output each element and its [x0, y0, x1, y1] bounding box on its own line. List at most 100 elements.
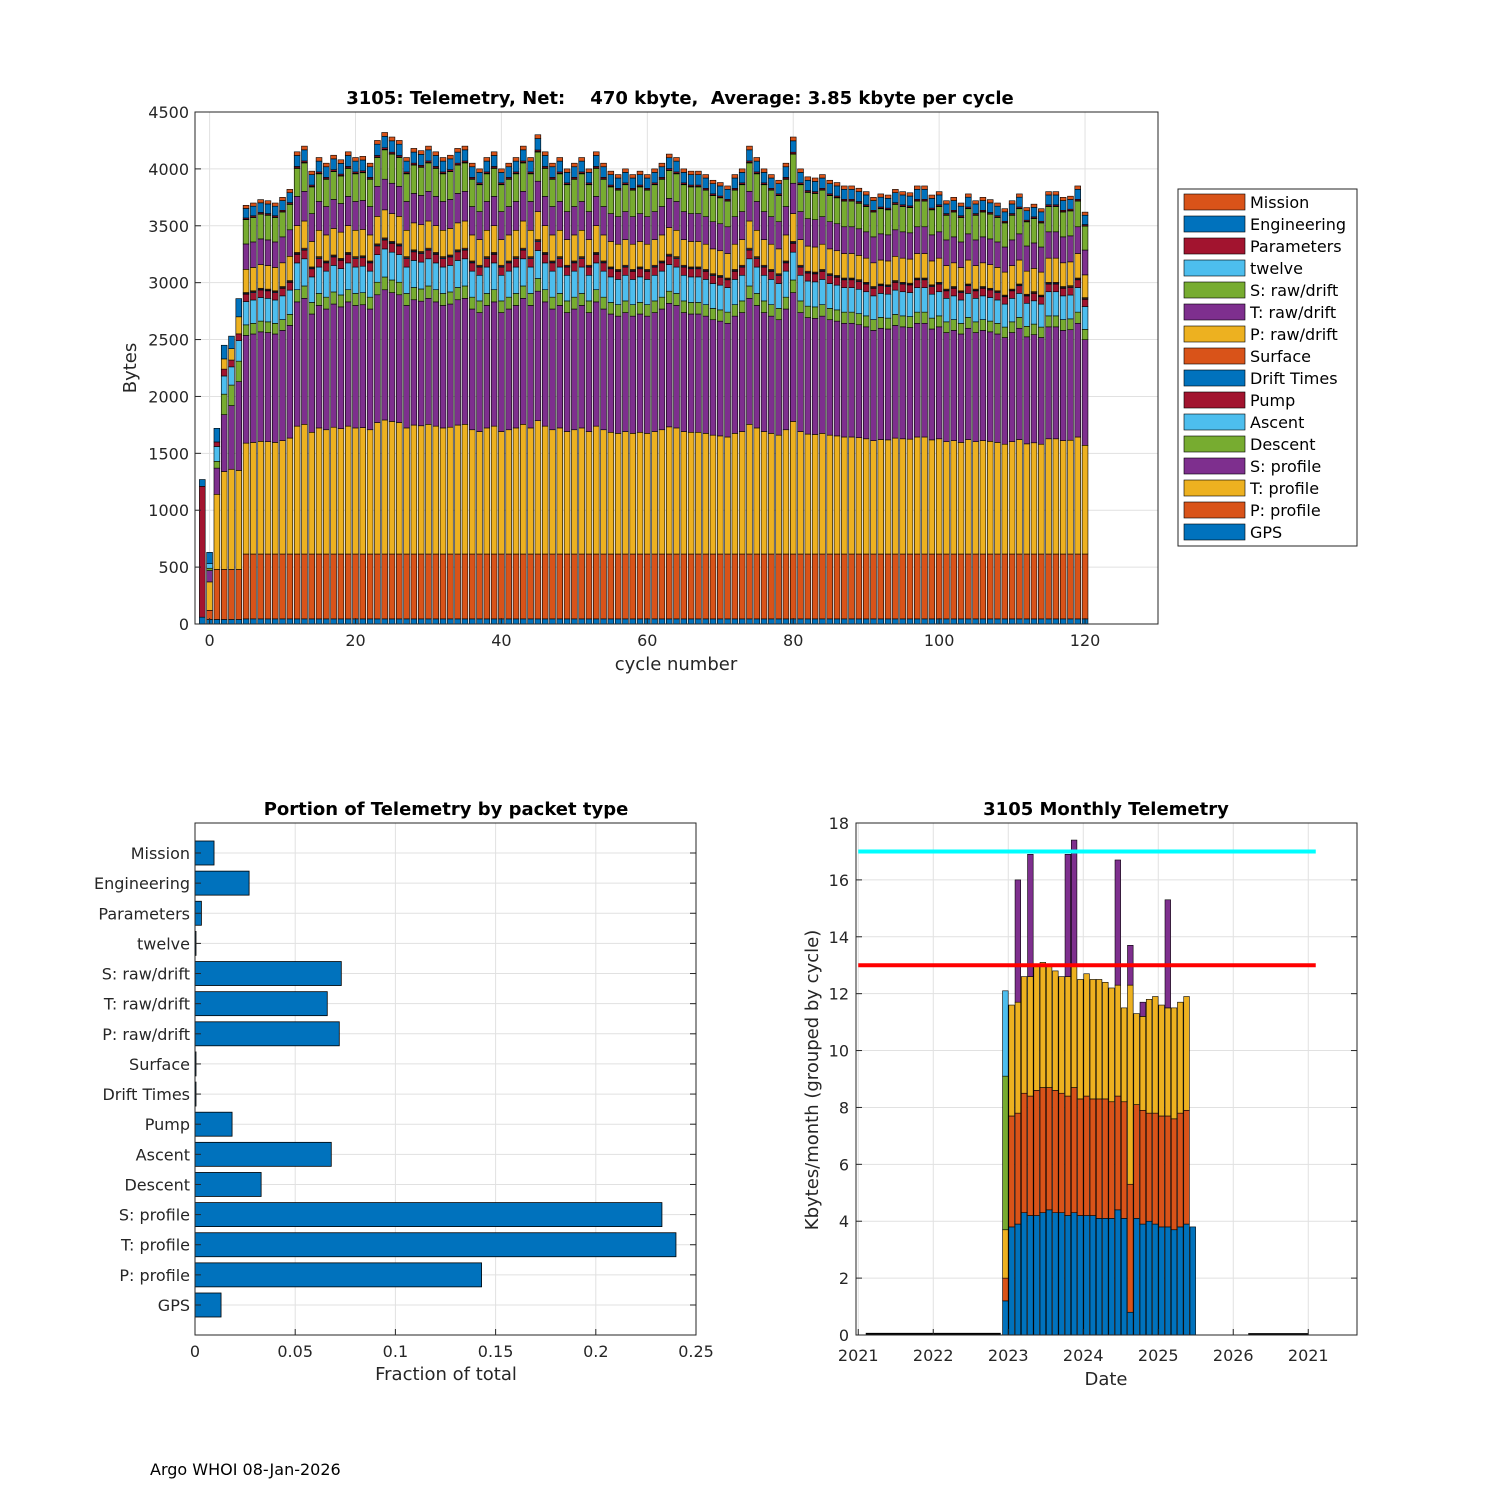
bar-segment: [607, 302, 615, 315]
bar-segment: [848, 287, 855, 313]
bar-segment: [556, 201, 563, 231]
bar-segment: [220, 471, 228, 570]
bar-segment: [731, 189, 739, 217]
bar-segment: [359, 200, 367, 230]
bar-segment: [841, 287, 848, 313]
bar-segment: [593, 262, 600, 291]
bar-segment: [738, 239, 746, 266]
bar-segment: [986, 553, 994, 620]
bar-segment: [432, 425, 439, 555]
bar-segment: [1038, 222, 1045, 248]
bar-segment: [760, 300, 768, 313]
bar-segment: [293, 301, 301, 427]
bar-segment: [1001, 271, 1009, 296]
bar-segment: [935, 191, 943, 196]
bar-segment: [790, 553, 797, 620]
bar-segment: [512, 160, 520, 173]
bar-segment: [884, 260, 892, 286]
bar-segment: [943, 265, 950, 290]
bar-segment: [804, 317, 812, 435]
bar-segment: [826, 183, 833, 195]
bar-segment: [330, 553, 337, 620]
month-bar-segment: [1002, 1300, 1009, 1336]
bar-segment: [512, 427, 520, 555]
x-tick-label: 120: [1070, 631, 1101, 650]
bar-segment: [651, 239, 658, 266]
bar-segment: [279, 197, 286, 201]
bar-segment: [498, 300, 505, 313]
bar-segment: [790, 136, 797, 142]
bar-segment: [374, 422, 381, 555]
month-bar-segment: [1039, 1087, 1046, 1213]
bar-segment: [870, 295, 877, 320]
bar-segment: [1074, 185, 1081, 190]
bar-segment: [614, 304, 622, 317]
bar-segment: [425, 220, 432, 249]
month-bar-segment: [1158, 1004, 1165, 1117]
bar-segment: [417, 253, 425, 263]
bar-segment: [527, 160, 534, 173]
bar-segment: [724, 188, 731, 200]
bar-segment: [323, 206, 330, 236]
bar-segment: [286, 314, 294, 326]
bar-segment: [884, 553, 892, 620]
bar-segment: [943, 618, 950, 625]
hbar: [194, 1141, 332, 1167]
bar-segment: [381, 276, 388, 291]
bar-segment: [848, 618, 855, 625]
bar-segment: [286, 255, 294, 281]
bar-segment: [811, 219, 819, 248]
bar-segment: [556, 157, 563, 162]
month-bar-segment: [1064, 1215, 1071, 1336]
bar-segment: [1045, 553, 1052, 620]
bar-segment: [658, 270, 666, 298]
bar-segment: [629, 177, 636, 189]
legend-swatch: [1183, 237, 1246, 255]
bar-segment: [206, 552, 213, 564]
bar-segment: [1001, 618, 1009, 625]
month-bar-segment: [1027, 976, 1034, 1097]
bar-segment: [1074, 200, 1081, 228]
bar-segment: [279, 236, 286, 264]
bar-segment: [906, 258, 914, 284]
bar-segment: [476, 274, 483, 302]
bar-segment: [1067, 553, 1074, 620]
bar-segment: [841, 188, 848, 200]
bar-segment: [308, 174, 315, 186]
legend-label: Descent: [1250, 435, 1316, 454]
bar-segment: [264, 332, 272, 442]
bar-segment: [819, 618, 826, 625]
bar-segment: [366, 618, 374, 625]
bar-segment: [1045, 438, 1052, 555]
bar-segment: [272, 241, 279, 268]
bar-segment: [986, 331, 994, 442]
bar-segment: [658, 262, 666, 272]
bar-segment: [833, 223, 841, 252]
bar-segment: [1023, 221, 1030, 247]
month-bar-segment: [1158, 1226, 1165, 1336]
bar-segment: [556, 160, 563, 173]
x-tick-label: 40: [491, 631, 511, 650]
bar-segment: [1052, 191, 1060, 196]
bar-segment: [782, 429, 790, 555]
bar-segment: [914, 253, 921, 279]
bar-segment: [972, 200, 979, 205]
bar-segment: [549, 553, 556, 620]
bar-segment: [1059, 295, 1067, 320]
bar-segment: [1008, 441, 1016, 555]
bar-segment: [1081, 274, 1089, 298]
month-bar-segment: [1008, 1226, 1015, 1336]
bar-segment: [1081, 553, 1089, 620]
month-bar-segment: [1002, 1075, 1009, 1231]
bar-segment: [432, 553, 439, 620]
bar-segment: [607, 170, 615, 175]
bar-segment: [403, 305, 410, 429]
bar-segment: [797, 618, 804, 625]
bar-segment: [950, 262, 957, 287]
bar-segment: [505, 166, 512, 178]
bar-segment: [862, 191, 870, 196]
bar-segment: [388, 279, 396, 293]
legend-swatch: [1183, 435, 1246, 453]
bar-segment: [301, 258, 308, 287]
bar-segment: [1045, 291, 1052, 317]
